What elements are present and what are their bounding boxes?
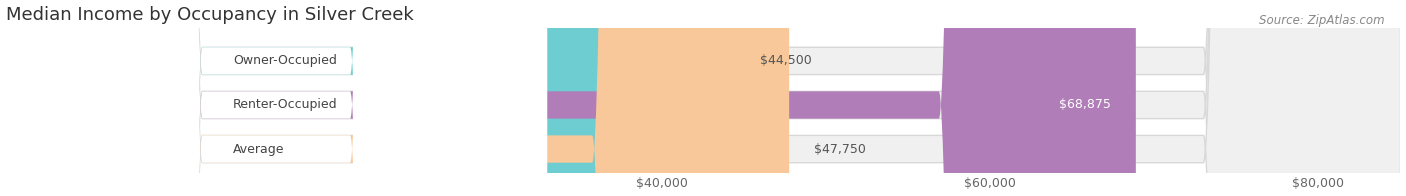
- Text: $47,750: $47,750: [814, 142, 866, 156]
- FancyBboxPatch shape: [6, 0, 1136, 196]
- FancyBboxPatch shape: [6, 0, 1400, 196]
- Text: Source: ZipAtlas.com: Source: ZipAtlas.com: [1260, 14, 1385, 27]
- Text: Median Income by Occupancy in Silver Creek: Median Income by Occupancy in Silver Cre…: [6, 5, 413, 24]
- FancyBboxPatch shape: [6, 0, 547, 196]
- FancyBboxPatch shape: [6, 0, 547, 196]
- FancyBboxPatch shape: [6, 0, 789, 196]
- Text: $44,500: $44,500: [761, 54, 813, 67]
- FancyBboxPatch shape: [6, 0, 547, 196]
- FancyBboxPatch shape: [6, 0, 735, 196]
- Text: Renter-Occupied: Renter-Occupied: [233, 98, 337, 112]
- FancyBboxPatch shape: [6, 0, 1400, 196]
- Text: Owner-Occupied: Owner-Occupied: [233, 54, 337, 67]
- Text: $68,875: $68,875: [1059, 98, 1111, 112]
- Text: Average: Average: [233, 142, 284, 156]
- FancyBboxPatch shape: [6, 0, 1400, 196]
